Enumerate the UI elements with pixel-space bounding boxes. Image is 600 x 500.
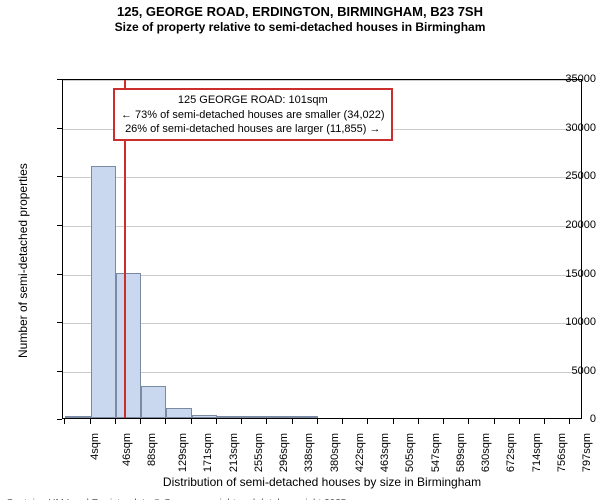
- x-tick-label: 672sqm: [505, 433, 517, 472]
- x-tick-label: 547sqm: [430, 433, 442, 472]
- annotation-line: 26% of semi-detached houses are larger (…: [121, 122, 385, 136]
- x-tick-mark: [367, 419, 368, 424]
- gridline: [63, 226, 581, 227]
- x-tick-mark: [165, 419, 166, 424]
- x-tick-mark: [468, 419, 469, 424]
- histogram-bar: [293, 416, 318, 418]
- y-tick-label: 35000: [542, 73, 596, 85]
- y-tick-mark: [57, 79, 62, 80]
- x-tick-label: 338sqm: [304, 433, 316, 472]
- x-tick-label: 88sqm: [146, 433, 158, 466]
- histogram-bar: [217, 416, 242, 418]
- x-tick-label: 171sqm: [203, 433, 215, 472]
- x-tick-label: 714sqm: [531, 433, 543, 472]
- histogram-bar: [116, 273, 141, 419]
- gridline: [63, 177, 581, 178]
- x-tick-label: 255sqm: [253, 433, 265, 472]
- x-tick-mark: [292, 419, 293, 424]
- histogram-bar: [242, 416, 267, 418]
- x-tick-label: 4sqm: [89, 433, 101, 460]
- chart-titles: 125, GEORGE ROAD, ERDINGTON, BIRMINGHAM,…: [0, 0, 600, 35]
- x-axis-title: Distribution of semi-detached houses by …: [62, 475, 582, 489]
- y-tick-mark: [57, 274, 62, 275]
- y-tick-label: 30000: [542, 122, 596, 134]
- annotation-line: 125 GEORGE ROAD: 101sqm: [121, 93, 385, 107]
- x-tick-mark: [418, 419, 419, 424]
- y-tick-label: 15000: [542, 268, 596, 280]
- x-tick-label: 589sqm: [455, 433, 467, 472]
- y-tick-label: 20000: [542, 219, 596, 231]
- histogram-bar: [192, 415, 217, 418]
- y-tick-mark: [57, 176, 62, 177]
- x-tick-label: 756sqm: [556, 433, 568, 472]
- x-tick-mark: [494, 419, 495, 424]
- x-tick-mark: [64, 419, 65, 424]
- y-tick-label: 10000: [542, 316, 596, 328]
- x-tick-label: 380sqm: [329, 433, 341, 472]
- x-tick-label: 797sqm: [581, 433, 593, 472]
- title-main: 125, GEORGE ROAD, ERDINGTON, BIRMINGHAM,…: [0, 4, 600, 20]
- x-tick-mark: [544, 419, 545, 424]
- annotation-line: ← 73% of semi-detached houses are smalle…: [121, 108, 385, 122]
- histogram-bar: [91, 166, 116, 419]
- x-tick-mark: [519, 419, 520, 424]
- x-tick-label: 505sqm: [404, 433, 416, 472]
- x-tick-label: 129sqm: [177, 433, 189, 472]
- y-tick-label: 25000: [542, 170, 596, 182]
- gridline: [63, 80, 581, 81]
- x-tick-mark: [266, 419, 267, 424]
- histogram-bar: [65, 416, 90, 418]
- histogram-bar: [166, 408, 191, 419]
- x-tick-mark: [90, 419, 91, 424]
- y-tick-mark: [57, 419, 62, 420]
- x-tick-label: 46sqm: [121, 433, 133, 466]
- y-tick-label: 5000: [542, 365, 596, 377]
- y-axis-title: Number of semi-detached properties: [16, 163, 30, 358]
- x-tick-mark: [241, 419, 242, 424]
- y-tick-mark: [57, 128, 62, 129]
- y-tick-mark: [57, 322, 62, 323]
- y-tick-mark: [57, 371, 62, 372]
- x-tick-label: 630sqm: [480, 433, 492, 472]
- x-tick-label: 463sqm: [379, 433, 391, 472]
- x-tick-mark: [317, 419, 318, 424]
- title-sub: Size of property relative to semi-detach…: [0, 20, 600, 35]
- x-tick-label: 296sqm: [278, 433, 290, 472]
- annotation-box: 125 GEORGE ROAD: 101sqm← 73% of semi-det…: [113, 88, 393, 141]
- x-tick-mark: [443, 419, 444, 424]
- x-tick-mark: [342, 419, 343, 424]
- x-tick-mark: [115, 419, 116, 424]
- x-tick-mark: [191, 419, 192, 424]
- x-tick-mark: [393, 419, 394, 424]
- plot-area: 125 GEORGE ROAD: 101sqm← 73% of semi-det…: [62, 79, 582, 419]
- histogram-bar: [141, 386, 166, 418]
- histogram-bar: [267, 416, 292, 418]
- x-tick-label: 213sqm: [228, 433, 240, 472]
- x-tick-mark: [216, 419, 217, 424]
- x-tick-mark: [569, 419, 570, 424]
- x-tick-label: 422sqm: [354, 433, 366, 472]
- y-tick-mark: [57, 225, 62, 226]
- x-tick-mark: [140, 419, 141, 424]
